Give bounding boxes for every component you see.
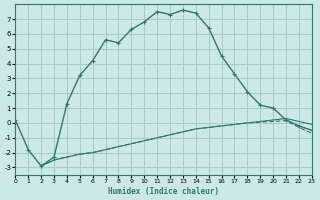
X-axis label: Humidex (Indice chaleur): Humidex (Indice chaleur)	[108, 187, 219, 196]
